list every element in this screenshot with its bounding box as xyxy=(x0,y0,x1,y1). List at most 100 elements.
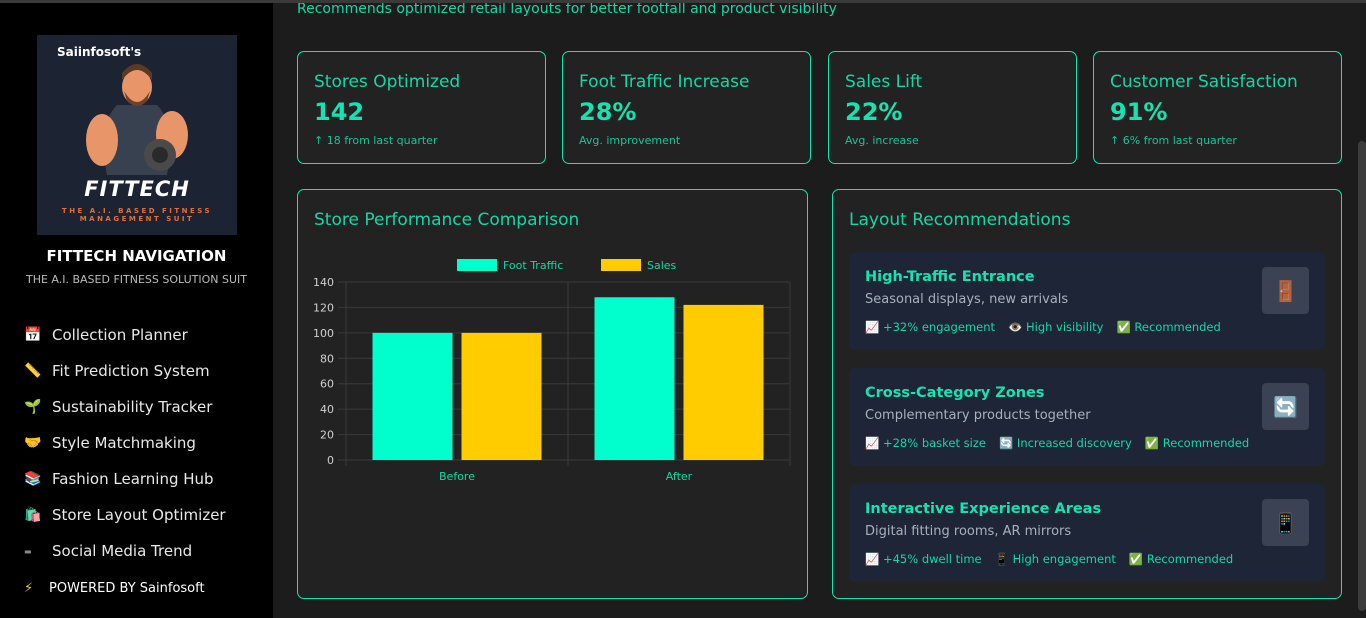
chart-panel: Store Performance Comparison 0 20 40 60 80 10… xyxy=(297,189,808,599)
nav-title: FITTECH NAVIGATION xyxy=(46,247,227,265)
stat-card-stores-optimized: Stores Optimized 142 ↑ 18 from last quar… xyxy=(297,51,546,164)
recommendation-description: Complementary products together xyxy=(865,408,1091,423)
stat-label: Sales Lift xyxy=(845,72,923,92)
y-tick-label: 100 xyxy=(313,327,334,340)
bodybuilder-illustration xyxy=(37,35,237,235)
nav-item-social-media[interactable]: ▬ Social Media Trend xyxy=(24,533,226,569)
scrollbar[interactable] xyxy=(1358,141,1366,611)
nav-item-fashion-learning[interactable]: 📚 Fashion Learning Hub xyxy=(24,461,226,497)
recommendation-title: Cross-Category Zones xyxy=(865,385,1045,401)
recommendation-card[interactable]: Cross-Category Zones Complementary produ… xyxy=(849,368,1325,466)
y-tick-label: 80 xyxy=(320,352,334,365)
recommendations-panel: Layout Recommendations High-Traffic Entr… xyxy=(832,189,1342,599)
stat-note: ↑ 18 from last quarter xyxy=(314,134,438,147)
x-tick-label: Before xyxy=(439,470,475,483)
recommendation-title: High-Traffic Entrance xyxy=(865,269,1035,285)
logo-subtitle: THE A.I. BASED FITNESS MANAGEMENT SUIT xyxy=(61,207,213,223)
page-subtitle: Recommends optimized retail layouts for … xyxy=(297,3,837,17)
lightning-icon: ⚡ xyxy=(24,581,34,596)
nav-item-label: Sustainability Tracker xyxy=(52,398,213,416)
stat-value: 142 xyxy=(314,98,365,126)
recommendation-tags: 📈 +28% basket size 🔄 Increased discovery… xyxy=(865,436,1249,450)
legend-label: Sales xyxy=(647,259,677,272)
nav-item-collection-planner[interactable]: 📅 Collection Planner xyxy=(24,317,226,353)
recommendations-title: Layout Recommendations xyxy=(849,210,1071,230)
legend-swatch xyxy=(457,259,497,271)
dwell-time-tag: 📈 +45% dwell time xyxy=(865,552,982,566)
ruler-icon: 📏 xyxy=(24,363,42,379)
nav-item-label: Fit Prediction System xyxy=(52,362,210,380)
recommendation-tags: 📈 +45% dwell time 📱 High engagement ✅ Re… xyxy=(865,552,1233,566)
bar-foot-traffic-after xyxy=(594,297,675,460)
bar-sales-after xyxy=(683,304,764,460)
legend-swatch xyxy=(601,259,641,271)
door-icon: 🚪 xyxy=(1262,267,1309,314)
nav-item-sustainability[interactable]: 🌱 Sustainability Tracker xyxy=(24,389,226,425)
nav-list: 📅 Collection Planner 📏 Fit Prediction Syst… xyxy=(24,317,226,569)
logo-title: FITTECH xyxy=(84,177,190,201)
recommendation-description: Digital fitting rooms, AR mirrors xyxy=(865,524,1072,539)
stat-card-customer-satisfaction: Customer Satisfaction 91% ↑ 6% from last… xyxy=(1093,51,1342,164)
recommendation-card[interactable]: High-Traffic Entrance Seasonal displays,… xyxy=(849,252,1325,350)
chart-title: Store Performance Comparison xyxy=(314,210,580,230)
books-icon: 📚 xyxy=(24,471,42,487)
recommended-tag: ✅ Recommended xyxy=(1144,436,1250,450)
recommendation-card[interactable]: Interactive Experience Areas Digital fit… xyxy=(849,484,1325,582)
nav-item-fit-prediction[interactable]: 📏 Fit Prediction System xyxy=(24,353,226,389)
seedling-icon: 🌱 xyxy=(24,399,42,415)
y-tick-label: 120 xyxy=(313,301,334,314)
bar-chart: 0 20 40 60 80 100 120 140 Before After Foot Traffi… xyxy=(313,259,791,483)
mobile-icon: ▬ xyxy=(24,546,32,556)
powered-by: ⚡ POWERED BY Sainfosoft xyxy=(24,581,205,596)
stat-card-sales-lift: Sales Lift 22% Avg. increase xyxy=(828,51,1077,164)
mobile-phone-icon: 📱 xyxy=(1262,499,1309,546)
handshake-icon: 🤝 xyxy=(24,435,42,451)
engagement-tag: 📈 +32% engagement xyxy=(865,320,995,334)
y-tick-label: 0 xyxy=(327,454,334,467)
y-tick-label: 140 xyxy=(313,276,334,289)
shopping-bags-icon: 🛍️ xyxy=(24,507,42,523)
stat-value: 91% xyxy=(1110,98,1168,126)
nav-item-label: Collection Planner xyxy=(52,326,188,344)
discovery-tag: 🔄 Increased discovery xyxy=(998,436,1132,450)
stat-value: 22% xyxy=(845,98,903,126)
recommendation-tags: 📈 +32% engagement 👁️ High visibility ✅ R… xyxy=(865,320,1221,334)
recommended-tag: ✅ Recommended xyxy=(1116,320,1221,334)
engagement-tag: 📱 High engagement xyxy=(994,552,1116,566)
nav-item-style-matchmaking[interactable]: 🤝 Style Matchmaking xyxy=(24,425,226,461)
nav-item-label: Style Matchmaking xyxy=(52,434,196,452)
nav-item-label: Social Media Trend xyxy=(52,542,193,560)
y-tick-label: 40 xyxy=(320,403,334,416)
fittech-logo: Saiinfosoft's FITTECH THE A.I. BASED FIT… xyxy=(37,35,237,235)
nav-subtitle: THE A.I. BASED FITNESS SOLUTION SUIT xyxy=(25,273,248,286)
basket-size-tag: 📈 +28% basket size xyxy=(865,436,986,450)
x-tick-label: After xyxy=(666,470,693,483)
nav-item-label: Fashion Learning Hub xyxy=(52,470,214,488)
recommended-tag: ✅ Recommended xyxy=(1128,552,1234,566)
visibility-tag: 👁️ High visibility xyxy=(1008,320,1104,334)
stat-label: Foot Traffic Increase xyxy=(579,72,750,92)
nav-item-label: Store Layout Optimizer xyxy=(52,506,226,524)
main-content: Recommends optimized retail layouts for … xyxy=(273,3,1366,618)
logo-brand-text: Saiinfosoft's xyxy=(57,45,142,59)
recommendation-description: Seasonal displays, new arrivals xyxy=(865,292,1069,307)
stat-note: ↑ 6% from last quarter xyxy=(1110,134,1237,147)
calendar-icon: 📅 xyxy=(24,327,42,343)
y-tick-label: 60 xyxy=(320,378,334,391)
bar-foot-traffic-before xyxy=(372,332,453,460)
y-tick-label: 20 xyxy=(320,429,334,442)
window-top-border xyxy=(0,0,1366,3)
legend-label: Foot Traffic xyxy=(503,259,563,272)
sidebar: Saiinfosoft's FITTECH THE A.I. BASED FIT… xyxy=(0,3,273,618)
stat-card-foot-traffic: Foot Traffic Increase 28% Avg. improveme… xyxy=(562,51,811,164)
powered-by-label: POWERED BY Sainfosoft xyxy=(49,581,205,596)
nav-item-store-layout[interactable]: 🛍️ Store Layout Optimizer xyxy=(24,497,226,533)
cycle-arrows-icon: 🔄 xyxy=(1262,383,1309,430)
stat-note: Avg. increase xyxy=(845,134,919,147)
stat-note: Avg. improvement xyxy=(579,134,681,147)
stat-label: Stores Optimized xyxy=(314,72,461,92)
stat-value: 28% xyxy=(579,98,637,126)
recommendation-title: Interactive Experience Areas xyxy=(865,501,1102,517)
stat-label: Customer Satisfaction xyxy=(1110,72,1298,92)
bar-sales-before xyxy=(461,332,542,460)
